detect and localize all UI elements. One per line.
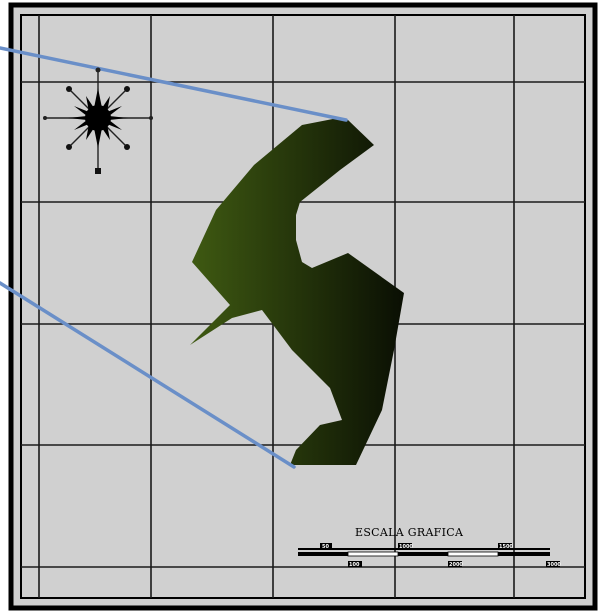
scale-bar-upper-rule	[298, 548, 550, 550]
scale-tick-label-box	[348, 561, 362, 567]
compass-tip-east	[149, 116, 153, 120]
scale-bar-segment	[347, 551, 399, 557]
compass-tip-nw	[66, 86, 72, 92]
scale-lower-label: 3000	[547, 562, 561, 568]
scale-bar-title: ESCALA GRAFICA	[355, 526, 464, 539]
compass-tip-north	[95, 67, 101, 73]
compass-tip-sw	[66, 144, 72, 150]
leader-lines	[0, 46, 348, 469]
scale-tick-label-box	[546, 561, 560, 567]
compass-tip-se	[124, 144, 130, 150]
leader-line-top	[0, 46, 348, 122]
compass-tip-south	[95, 168, 101, 174]
compass-tip-west	[43, 116, 47, 120]
scale-bar-segment	[447, 551, 499, 557]
compass-rose-icon	[43, 67, 153, 174]
scale-tick-label-box	[498, 543, 512, 549]
scale-bar-segment	[498, 552, 550, 556]
scale-lower-label: 2000	[449, 562, 463, 568]
scale-bar: ESCALA GRAFICA 50 1000 1500 100 2000 300…	[298, 526, 561, 568]
scale-bar-segment	[298, 552, 348, 556]
scale-tick-label-box	[448, 561, 462, 567]
scale-lower-label: 100	[349, 562, 360, 568]
scale-tick-label-box	[398, 543, 412, 549]
compass-center	[85, 105, 111, 131]
scale-upper-label: 50	[322, 544, 329, 550]
land-parcel	[190, 118, 404, 465]
scale-bar-segment	[398, 552, 448, 556]
scale-upper-label: 1500	[499, 544, 513, 550]
compass-tip-ne	[124, 86, 130, 92]
scale-tick-label-box	[320, 543, 332, 549]
map-inner-frame	[20, 14, 586, 599]
leader-line-bottom	[0, 281, 296, 469]
scale-upper-label: 1000	[399, 544, 413, 550]
